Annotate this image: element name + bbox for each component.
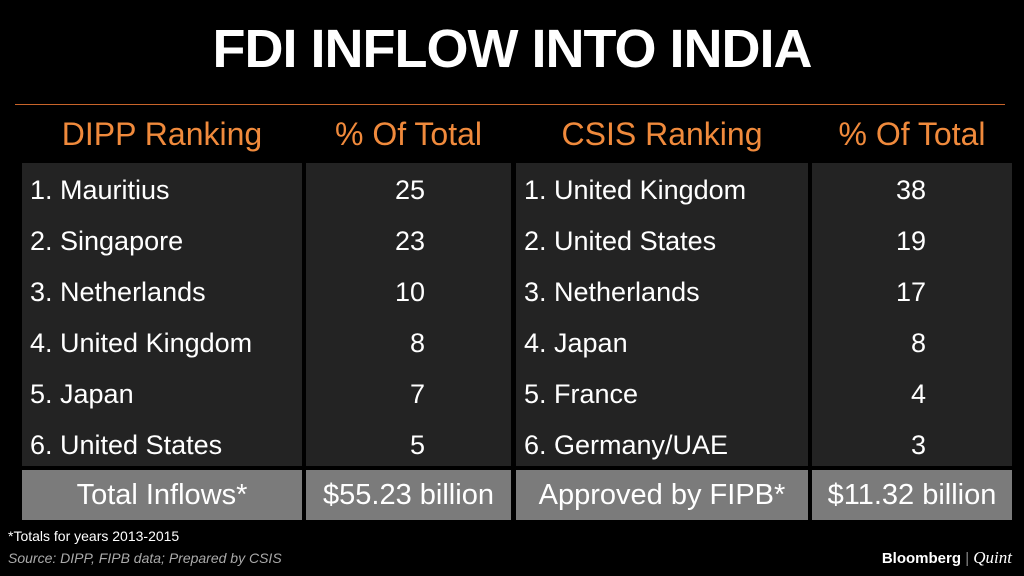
country-cell: 5. France (524, 379, 639, 409)
column-header: % Of Total (334, 116, 483, 152)
percent-cell: 19 (895, 226, 926, 256)
percent-cell: 25 (394, 175, 425, 205)
total-cell: $11.32 billion (827, 479, 997, 511)
percent-cell: 4 (910, 379, 926, 409)
total-cell: $55.23 billion (323, 479, 494, 511)
title: FDI INFLOW INTO INDIA (212, 19, 813, 79)
country-cell: 4. United Kingdom (30, 328, 253, 358)
column-header: DIPP Ranking (61, 116, 263, 152)
percent-cell: 3 (910, 430, 926, 460)
percent-cell: 7 (409, 379, 425, 409)
total-background (812, 470, 1012, 520)
country-cell: 6. United States (30, 430, 223, 460)
percent-cell: 23 (394, 226, 425, 256)
country-cell: 4. Japan (524, 328, 628, 358)
percent-cell: 38 (895, 175, 926, 205)
footnote: *Totals for years 2013-2015 (8, 528, 180, 544)
brand-right: Quint (973, 548, 1012, 567)
country-cell: 2. Singapore (30, 226, 184, 256)
column-header: CSIS Ranking (561, 116, 763, 152)
total-background (22, 470, 302, 520)
brand: Bloomberg | Quint (881, 548, 1012, 567)
total-background (306, 470, 511, 520)
country-cell: 6. Germany/UAE (524, 430, 729, 460)
percent-cell: 8 (910, 328, 926, 358)
source: Source: DIPP, FIPB data; Prepared by CSI… (8, 550, 282, 566)
column-background (306, 163, 511, 466)
column-background (516, 163, 808, 466)
country-cell: 5. Japan (30, 379, 134, 409)
percent-cell: 10 (394, 277, 425, 307)
column-background (22, 163, 302, 466)
column-header: % Of Total (838, 116, 986, 152)
percent-cell: 5 (409, 430, 425, 460)
percent-cell: 8 (409, 328, 425, 358)
country-cell: 1. United Kingdom (524, 175, 747, 205)
brand-left: Bloomberg (881, 550, 962, 567)
percent-cell: 17 (895, 277, 926, 307)
total-cell: Approved by FIPB* (538, 479, 786, 511)
country-cell: 2. United States (524, 226, 717, 256)
country-cell: 3. Netherlands (30, 277, 206, 307)
column-background (812, 163, 1012, 466)
total-cell: Total Inflows* (76, 479, 248, 511)
total-background (516, 470, 808, 520)
country-cell: 3. Netherlands (524, 277, 700, 307)
divider (15, 104, 1005, 105)
country-cell: 1. Mauritius (30, 175, 170, 205)
